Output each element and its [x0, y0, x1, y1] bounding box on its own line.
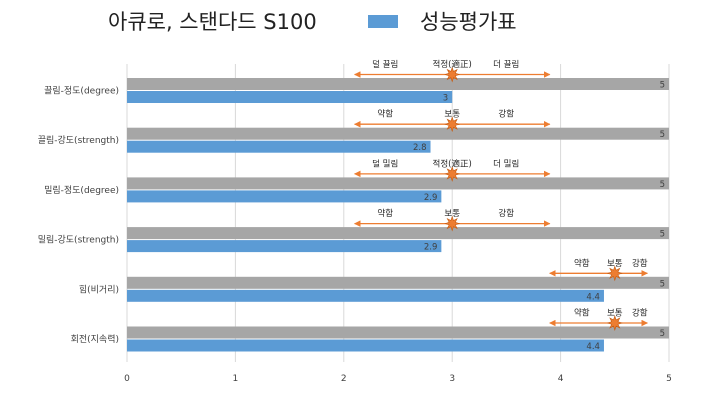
marker-star-icon — [444, 116, 461, 133]
chart-header: 아큐로, 스탠다드 S100 성능평가표 — [0, 4, 720, 38]
legend-label: 성능평가표 — [420, 10, 517, 34]
x-tick-label: 5 — [666, 374, 672, 384]
annotation-left-label: 덜 밀림 — [372, 158, 398, 169]
bar-score — [127, 91, 453, 103]
category-label: 밀림-정도(degree) — [44, 184, 119, 196]
marker-star-icon — [444, 66, 461, 83]
x-tick-label: 0 — [124, 374, 130, 384]
marker-star-icon — [444, 165, 461, 182]
bar-max — [127, 78, 669, 90]
category-label: 회전(지속력) — [71, 333, 119, 345]
bar-max-value-label: 5 — [660, 81, 665, 91]
x-tick-label: 1 — [233, 374, 239, 384]
category-label: 끌림-정도(degree) — [44, 85, 119, 97]
annotation-right-label: 강함 — [632, 308, 648, 319]
bar-max — [127, 177, 669, 190]
bar-max-value-label: 5 — [660, 230, 665, 240]
annotation-center-label: 보통 — [444, 110, 460, 120]
marker-star-icon — [444, 215, 461, 232]
annotation-center-label: 적정(適正) — [433, 59, 472, 70]
bar-score-value-label: 2.9 — [424, 243, 438, 253]
annotation-left-label: 약함 — [574, 308, 590, 319]
marker-star-icon — [606, 315, 623, 331]
annotation-right-label: 더 끌림 — [493, 59, 519, 70]
x-tick-label: 4 — [558, 374, 564, 384]
bar-max — [127, 127, 669, 140]
annotation-right-label: 더 밀림 — [493, 158, 519, 169]
category-label: 힘(비거리) — [79, 284, 119, 295]
bar-score-value-label: 2.8 — [413, 143, 427, 153]
annotation-right-label: 강함 — [498, 109, 514, 120]
bar-score-value-label: 2.9 — [424, 193, 438, 203]
annotation-right-label: 강함 — [498, 208, 514, 219]
annotation-left-label: 약함 — [574, 258, 590, 269]
bar-score-value-label: 3 — [443, 94, 448, 104]
annotation-center-label: 보통 — [607, 309, 623, 319]
bar-max — [127, 276, 669, 289]
annotation-left-label: 덜 끌림 — [372, 59, 398, 70]
annotation-left-label: 약함 — [377, 109, 393, 120]
category-label: 끌림-강도(strength) — [38, 134, 119, 146]
bar-max — [127, 227, 669, 240]
annotation-center-label: 보통 — [444, 209, 460, 219]
bar-score — [127, 289, 604, 302]
bar-max-value-label: 5 — [660, 279, 665, 289]
bar-max-value-label: 5 — [660, 180, 665, 190]
x-tick-label: 2 — [341, 374, 347, 384]
annotation-center-label: 보통 — [607, 259, 623, 269]
annotation-right-label: 강함 — [632, 258, 648, 269]
legend-swatch — [368, 14, 398, 28]
bar-max — [127, 326, 669, 339]
bar-score — [127, 240, 442, 253]
bar-score — [127, 190, 442, 203]
legend: 성능평가표 — [368, 6, 517, 36]
chart-title: 아큐로, 스탠다드 S100 — [108, 10, 317, 34]
bar-max-value-label: 5 — [660, 130, 665, 140]
annotation-center-label: 적정(適正) — [433, 158, 472, 169]
bar-score — [127, 339, 604, 352]
bar-score-value-label: 4.4 — [586, 292, 600, 302]
marker-star-icon — [606, 265, 623, 282]
x-tick-label: 3 — [449, 374, 455, 384]
bar-score-value-label: 4.4 — [586, 342, 600, 352]
bar-max-value-label: 5 — [660, 329, 665, 339]
category-label: 밀림-강도(strength) — [38, 234, 119, 246]
bar-score — [127, 140, 431, 153]
annotation-left-label: 약함 — [377, 208, 393, 219]
